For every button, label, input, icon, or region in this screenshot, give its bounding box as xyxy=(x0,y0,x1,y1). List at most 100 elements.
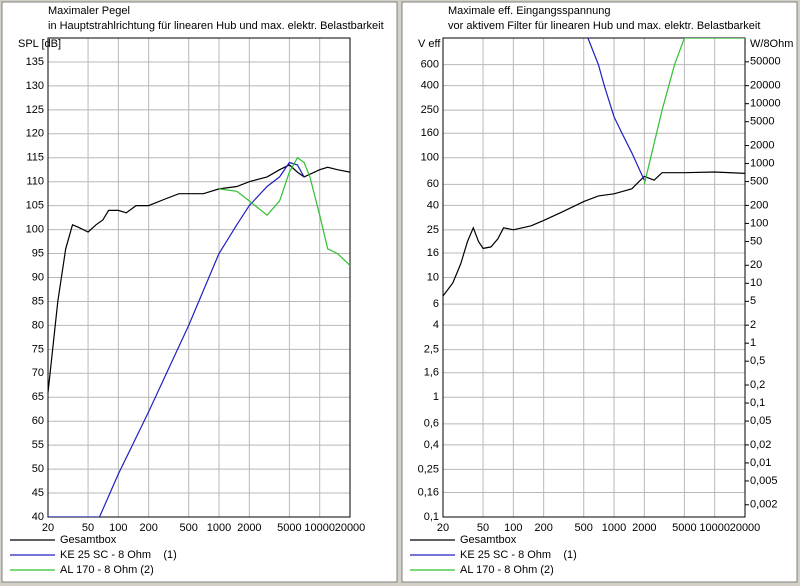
x-tick-label: 100 xyxy=(504,522,522,534)
plot-frame xyxy=(442,37,746,518)
y2-tick-label: 0,2 xyxy=(750,379,765,391)
y-tick-label: 135 xyxy=(26,56,44,68)
y-tick-label: 85 xyxy=(32,295,44,307)
y2-tick-label: 0,002 xyxy=(750,499,778,511)
y2-tick-label: 2 xyxy=(750,319,756,331)
y-tick-label: 0,6 xyxy=(424,418,439,430)
y2-axis-label: W/8Ohm xyxy=(750,38,793,50)
series-line xyxy=(443,171,745,297)
y-tick-label: 0,16 xyxy=(418,486,439,498)
x-tick-label: 20 xyxy=(437,522,449,534)
y-tick-label: 110 xyxy=(26,176,44,188)
x-tick-label: 10000 xyxy=(304,522,335,534)
x-tick-label: 500 xyxy=(180,522,198,534)
x-tick-label: 5000 xyxy=(277,522,301,534)
y2-tick-label: 2000 xyxy=(750,139,774,151)
y-axis-label: SPL [dB] xyxy=(18,38,61,50)
y-tick-label: 115 xyxy=(26,152,44,164)
x-tick-label: 200 xyxy=(139,522,157,534)
y2-tick-label: 5000 xyxy=(750,116,774,128)
y-tick-label: 50 xyxy=(32,463,44,475)
y-tick-label: 0,1 xyxy=(424,511,439,523)
y-tick-label: 95 xyxy=(32,247,44,259)
y-tick-label: 6 xyxy=(433,298,439,310)
y2-tick-label: 50000 xyxy=(750,56,781,68)
y-tick-label: 40 xyxy=(32,511,44,523)
y-tick-label: 60 xyxy=(427,178,439,190)
y2-tick-label: 5 xyxy=(750,295,756,307)
x-tick-label: 200 xyxy=(534,522,552,534)
y-tick-label: 105 xyxy=(26,200,44,212)
y2-tick-label: 20000 xyxy=(750,80,781,92)
y2-tick-label: 50 xyxy=(750,235,762,247)
x-tick-label: 500 xyxy=(575,522,593,534)
y-tick-label: 100 xyxy=(26,224,44,236)
y-tick-label: 130 xyxy=(26,80,44,92)
y2-tick-label: 1 xyxy=(750,337,756,349)
y-tick-label: 4 xyxy=(433,319,439,331)
y2-tick-label: 1000 xyxy=(750,157,774,169)
y-axis-label: V eff xyxy=(418,38,441,50)
x-tick-label: 2000 xyxy=(237,522,261,534)
legend-label: AL 170 - 8 Ohm (2) xyxy=(460,564,554,576)
y-tick-label: 0,25 xyxy=(418,463,439,475)
legend-label: Gesamtbox xyxy=(60,534,117,546)
y-tick-label: 1,6 xyxy=(424,367,439,379)
y-tick-label: 0,4 xyxy=(424,439,439,451)
y-tick-label: 100 xyxy=(421,152,439,164)
y-tick-label: 250 xyxy=(421,104,439,116)
y-tick-label: 45 xyxy=(32,487,44,499)
y2-tick-label: 0,05 xyxy=(750,415,771,427)
x-tick-label: 20000 xyxy=(730,522,761,534)
x-tick-label: 100 xyxy=(109,522,127,534)
y-tick-label: 160 xyxy=(421,127,439,139)
x-tick-label: 5000 xyxy=(672,522,696,534)
series-line xyxy=(643,38,745,185)
y2-tick-label: 100 xyxy=(750,217,768,229)
y-tick-label: 80 xyxy=(32,319,44,331)
y-tick-label: 120 xyxy=(26,128,44,140)
legend-label: KE 25 SC - 8 Ohm (1) xyxy=(60,549,177,561)
y2-tick-label: 200 xyxy=(750,199,768,211)
x-tick-label: 2000 xyxy=(632,522,656,534)
legend-label: KE 25 SC - 8 Ohm (1) xyxy=(460,549,577,561)
x-tick-label: 10000 xyxy=(699,522,730,534)
y2-tick-label: 500 xyxy=(750,175,768,187)
x-tick-label: 50 xyxy=(82,522,94,534)
chart-title: Maximale eff. Eingangsspannung xyxy=(448,5,610,17)
series-line xyxy=(587,38,645,181)
y-tick-label: 75 xyxy=(32,343,44,355)
x-tick-label: 50 xyxy=(477,522,489,534)
y2-tick-label: 20 xyxy=(750,259,762,271)
y2-tick-label: 0,01 xyxy=(750,457,771,469)
chart-subtitle: in Hauptstrahlrichtung für linearen Hub … xyxy=(48,20,384,32)
y2-tick-label: 10 xyxy=(750,277,762,289)
y-tick-label: 65 xyxy=(32,391,44,403)
y2-tick-label: 0,5 xyxy=(750,355,765,367)
chart-title: Maximaler Pegel xyxy=(48,5,130,17)
y-tick-label: 60 xyxy=(32,415,44,427)
right-panel xyxy=(401,1,798,583)
y2-tick-label: 0,005 xyxy=(750,475,778,487)
y-tick-label: 125 xyxy=(26,104,44,116)
y-tick-label: 16 xyxy=(427,247,439,259)
y-tick-label: 10 xyxy=(427,271,439,283)
y2-tick-label: 10000 xyxy=(750,98,781,110)
legend-label: AL 170 - 8 Ohm (2) xyxy=(60,564,154,576)
y2-tick-label: 0,1 xyxy=(750,397,765,409)
series-line xyxy=(48,164,350,393)
x-tick-label: 20000 xyxy=(335,522,366,534)
x-tick-label: 1000 xyxy=(207,522,231,534)
y-tick-label: 40 xyxy=(427,199,439,211)
y-tick-label: 25 xyxy=(427,224,439,236)
y2-tick-label: 0,02 xyxy=(750,439,771,451)
series-line xyxy=(218,156,350,266)
legend-label: Gesamtbox xyxy=(460,534,517,546)
y-tick-label: 400 xyxy=(421,80,439,92)
series-line xyxy=(48,161,305,517)
y-tick-label: 55 xyxy=(32,439,44,451)
y-tick-label: 1 xyxy=(433,391,439,403)
x-tick-label: 20 xyxy=(42,522,54,534)
chart-subtitle: vor aktivem Filter für linearen Hub und … xyxy=(448,20,760,32)
plot-frame xyxy=(47,37,351,518)
